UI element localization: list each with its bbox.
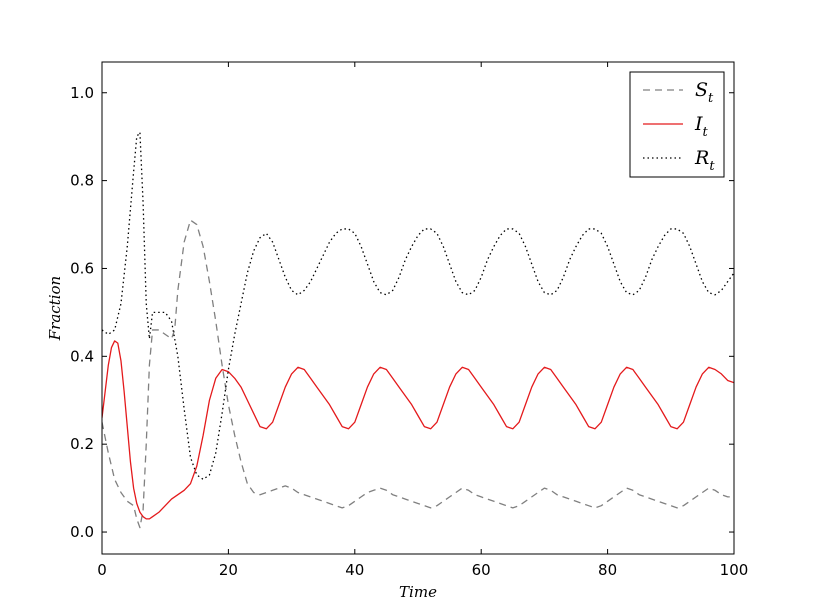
series-line-s	[102, 219, 734, 529]
y-axis-label: Fraction	[46, 276, 64, 341]
legend-label-i: It	[694, 113, 709, 140]
x-tick-label: 60	[472, 561, 491, 579]
x-tick-label: 80	[598, 561, 617, 579]
y-tick-label: 1.0	[70, 84, 94, 102]
plot-lines	[102, 131, 734, 529]
axis-tick-labels: 0 20 40 60 80 100 0.0 0.2 0.4 0.6 0.8 1.0	[70, 84, 748, 579]
series-line-r	[102, 131, 734, 480]
x-axis-label: Time	[399, 583, 437, 601]
legend: St It Rt	[629, 71, 725, 178]
x-tick-label: 100	[720, 561, 749, 579]
x-tick-label: 20	[219, 561, 238, 579]
x-tick-label: 40	[345, 561, 364, 579]
x-tick-label: 0	[97, 561, 107, 579]
y-tick-label: 0.8	[70, 172, 94, 190]
y-tick-label: 0.0	[70, 523, 94, 541]
y-tick-label: 0.2	[70, 435, 94, 453]
series-line-i	[102, 340, 734, 520]
axis-ticks	[101, 62, 735, 554]
y-tick-label: 0.6	[70, 259, 94, 277]
plot-frame	[101, 61, 735, 555]
legend-label-r: Rt	[694, 147, 715, 174]
legend-label-s: St	[695, 79, 714, 106]
y-tick-label: 0.4	[70, 347, 94, 365]
